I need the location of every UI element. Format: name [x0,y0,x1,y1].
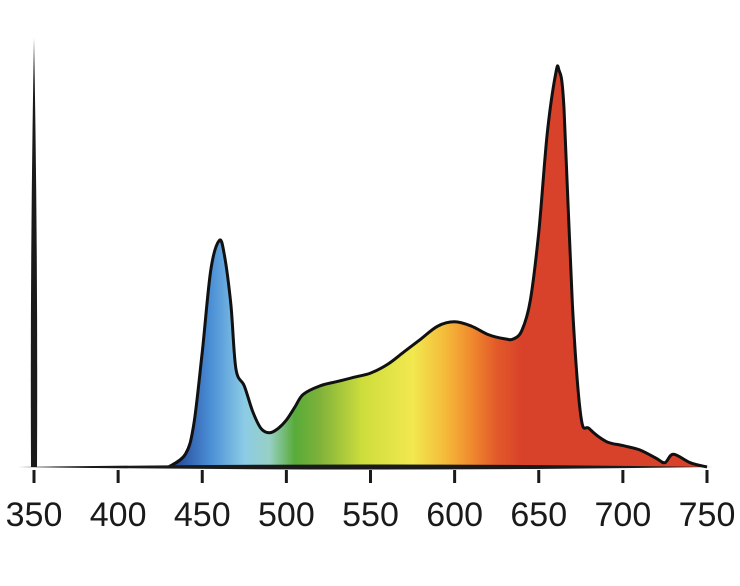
axes [18,38,713,483]
x-tick-label: 400 [90,496,147,534]
x-tick-label: 700 [595,496,652,534]
x-tick-label: 500 [258,496,315,534]
x-tick-label: 450 [174,496,231,534]
x-tick-label: 350 [6,496,63,534]
series-line [167,64,708,469]
x-tick-label: 650 [510,496,567,534]
spectrum-area [168,65,708,467]
x-tick-label: 550 [342,496,399,534]
x-axis-line [18,464,713,470]
y-axis-line [30,38,38,467]
plot-area [167,64,708,469]
x-tick-label: 600 [426,496,483,534]
x-tick-label: 750 [679,496,736,534]
x-tick-labels: 350 400 450 500 550 600 650 700 750 [6,496,736,534]
